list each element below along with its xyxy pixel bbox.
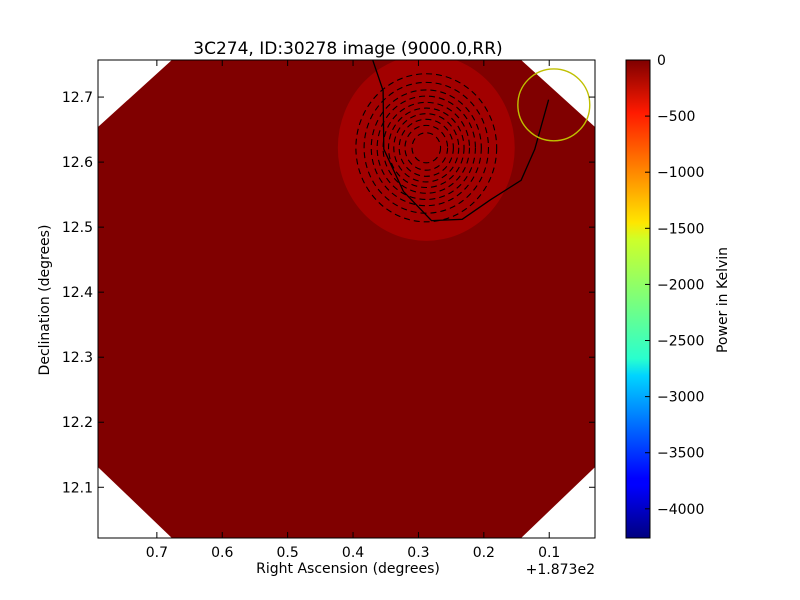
y-tick-label: 12.3 [62,350,93,366]
plot-area [98,60,595,538]
dashed-contour [398,118,454,177]
x-axis-label: Right Ascension (degrees) [256,561,440,577]
colorbar-tick-label: −3500 [657,446,704,462]
dashed-contour [382,101,471,194]
colorbar-tick-label: −2500 [657,334,704,350]
beam-circle [517,68,591,142]
dashed-contour [370,89,482,207]
colorbar-ticks: 0 −500 −1000 −1500 −2000 −2500 −3000 −3500 −4000 [645,53,704,518]
dashed-contour [411,132,442,164]
blob-layer [337,60,515,241]
dashed-contour [355,73,498,223]
outer-contour [372,60,550,222]
colorbar-tick-label: −500 [657,109,695,125]
y-tick-label: 12.6 [62,155,93,171]
y-tick-label: 12.5 [62,220,93,236]
colorbar-tick-label: −2000 [657,277,704,293]
colorbar-tick-label: −1500 [657,221,704,237]
colorbar-tick-label: 0 [657,53,666,69]
dashed-contour [376,95,476,201]
x-tick-label: 0.2 [473,545,495,561]
x-axis-ticks: 0.7 0.6 0.5 0.4 0.3 0.2 0.1 [146,60,560,561]
colorbar-tick-label: −4000 [657,502,704,518]
dashed-contour [393,113,460,183]
y-tick-label: 12.7 [62,90,93,106]
axes-frame [97,59,596,539]
x-tick-label: 0.1 [538,545,560,561]
dashed-contour [404,124,449,171]
x-tick-label: 0.5 [277,545,299,561]
colorbar-tick-label: −1000 [657,165,704,181]
x-tick-label: 0.3 [407,545,429,561]
x-tick-label: 0.7 [146,545,168,561]
dashed-contour [387,107,465,189]
x-tick-label: 0.6 [211,545,233,561]
contour-lines [355,73,498,223]
dashed-contour [363,81,490,214]
colorbar [625,59,651,539]
x-tick-label: 0.4 [342,545,364,561]
y-tick-label: 12.4 [62,285,93,301]
y-tick-label: 12.2 [62,415,93,431]
colorbar-label: Power in Kelvin [715,247,731,353]
y-axis-label: Declination (degrees) [37,225,53,376]
x-offset-label: +1.873e2 [526,562,595,578]
colorbar-tick-label: −3000 [657,390,704,406]
y-axis-ticks: 12.1 12.2 12.3 12.4 12.5 12.6 12.7 [62,90,595,496]
y-tick-label: 12.1 [62,480,93,496]
chart-title: 3C274, ID:30278 image (9000.0,RR) [193,39,502,59]
